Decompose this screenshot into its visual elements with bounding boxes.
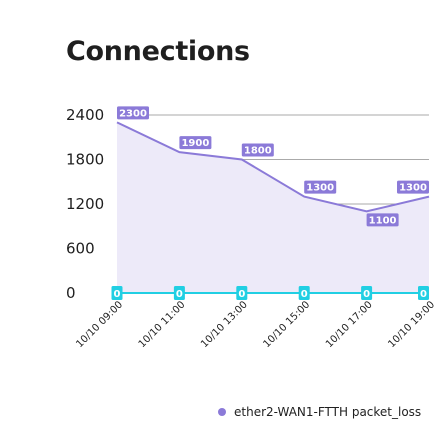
data-label: 1300 (304, 180, 337, 194)
data-label: 0 (236, 286, 248, 300)
data-label: 0 (418, 286, 429, 300)
y-tick-label: 1200 (66, 195, 104, 213)
y-tick-label: 0 (66, 284, 76, 302)
data-label-text: 1900 (181, 138, 209, 149)
data-label: 1100 (366, 213, 399, 227)
data-label: 0 (298, 286, 310, 300)
y-tick-label: 1800 (66, 151, 104, 169)
data-label: 0 (111, 286, 123, 300)
legend[interactable]: ether2-WAN1-FTTH packet_loss (218, 405, 421, 419)
data-label-text: 0 (363, 289, 370, 300)
data-label: 0 (173, 286, 185, 300)
data-label-box (366, 213, 399, 227)
x-axis: 10/10 09:00 10/10 11:00 10/10 13:00 10/10 1… (74, 299, 437, 350)
data-label-text: 0 (301, 289, 308, 300)
y-tick-label: 600 (66, 240, 95, 258)
data-label-box (241, 143, 274, 157)
data-label-box (173, 286, 185, 300)
series2-data-labels: 0 0 0 0 0 0 (111, 286, 429, 300)
x-tick-label: 10/10 11:00 (137, 299, 188, 350)
data-label-box (179, 136, 212, 150)
series1-area (117, 122, 429, 294)
data-label-box (361, 286, 373, 300)
x-tick-label: 10/10 15:00 (262, 299, 313, 350)
chart-title: Connections (66, 36, 250, 67)
data-label-text: 0 (238, 289, 245, 300)
x-tick-label: 10/10 13:00 (199, 299, 250, 350)
series1-line (116, 121, 430, 213)
data-label-box (397, 180, 429, 194)
x-tick-label: 10/10 17:00 (324, 299, 375, 350)
data-label-box (117, 106, 149, 120)
legend-label: ether2-WAN1-FTTH packet_loss (234, 405, 422, 419)
data-label-text: 0 (114, 289, 121, 300)
data-label: 2300 (117, 106, 149, 120)
data-label-text: 1800 (244, 146, 272, 157)
x-tick-label: 10/10 09:00 (74, 299, 125, 350)
data-label-text: 2300 (119, 108, 147, 119)
series1-data-labels: 2300 1900 1800 1300 1100 1300 (117, 106, 429, 227)
data-label: 0 (361, 286, 373, 300)
data-label-box (418, 286, 429, 300)
data-label: 1300 (397, 180, 429, 194)
data-label-box (298, 286, 310, 300)
data-label: 1900 (179, 136, 212, 150)
data-label-box (304, 180, 337, 194)
data-label-box (236, 286, 248, 300)
data-label-text: 1100 (369, 215, 397, 226)
chart: 0 600 1200 1800 2400 2300 1900 1800 1300 1100 130… (66, 106, 437, 350)
legend-marker (218, 408, 226, 416)
data-label-text: 1300 (306, 183, 334, 194)
data-label-text: 0 (420, 289, 427, 300)
data-label: 1800 (241, 143, 274, 157)
y-tick-label: 2400 (66, 106, 104, 124)
y-axis: 0 600 1200 1800 2400 (66, 106, 104, 302)
x-tick-label: 10/10 19:00 (386, 299, 437, 350)
data-label-box (111, 286, 123, 300)
data-label-text: 0 (176, 289, 183, 300)
data-label-text: 1300 (399, 183, 427, 194)
